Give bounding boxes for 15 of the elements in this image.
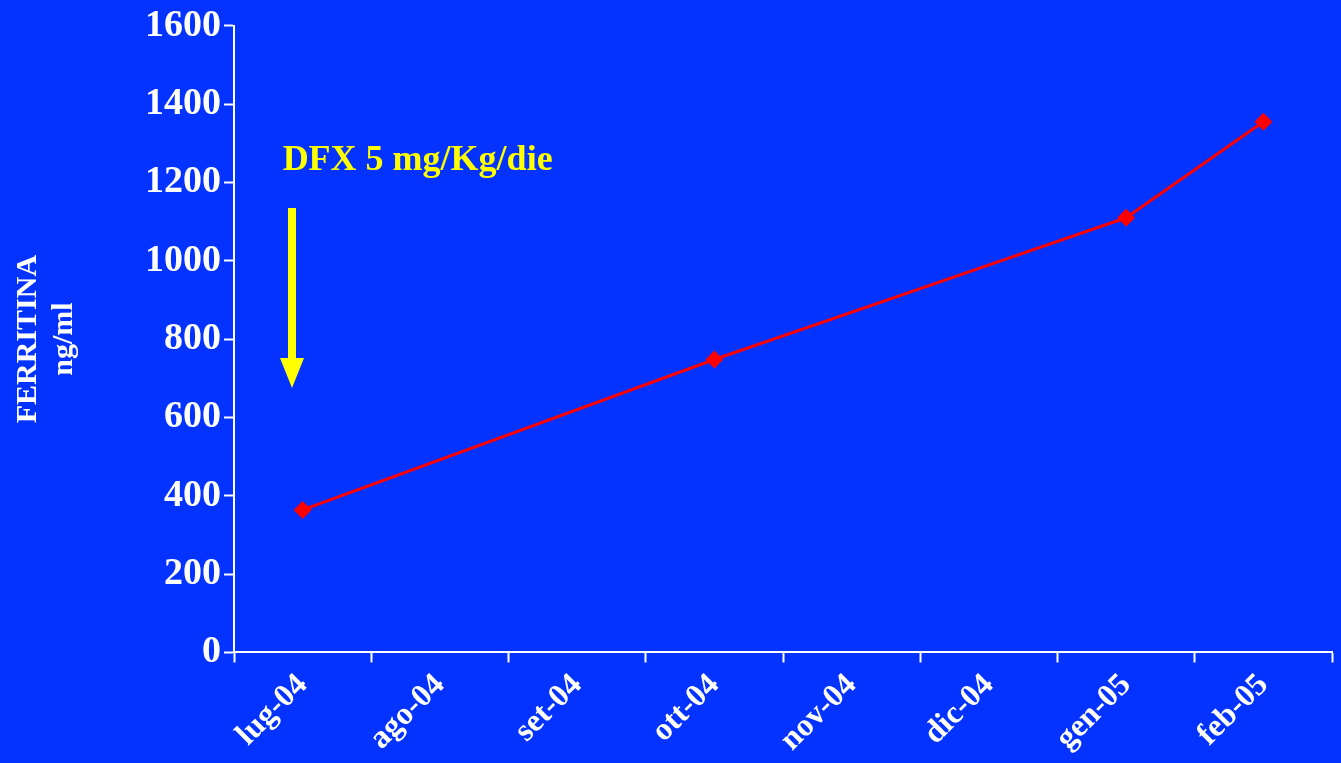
y-tick-label: 800 [164,314,221,357]
y-tick-label: 1400 [145,79,221,122]
annotation: DFX 5 mg/Kg/die [282,137,553,178]
y-axis-title: FERRITINA ng/ml [8,254,78,424]
y-tick-label: 600 [164,393,221,436]
point [1117,208,1136,227]
y-tick-label: 200 [164,549,221,592]
y-tick-label: 1600 [145,1,221,44]
point [705,350,724,369]
y-tick-label: 1000 [145,236,221,279]
y-tick-label: 1200 [145,158,221,201]
point [1254,112,1273,131]
y-tick-label: 400 [164,471,221,514]
point [293,500,312,519]
y-tick-label: 0 [202,628,221,671]
